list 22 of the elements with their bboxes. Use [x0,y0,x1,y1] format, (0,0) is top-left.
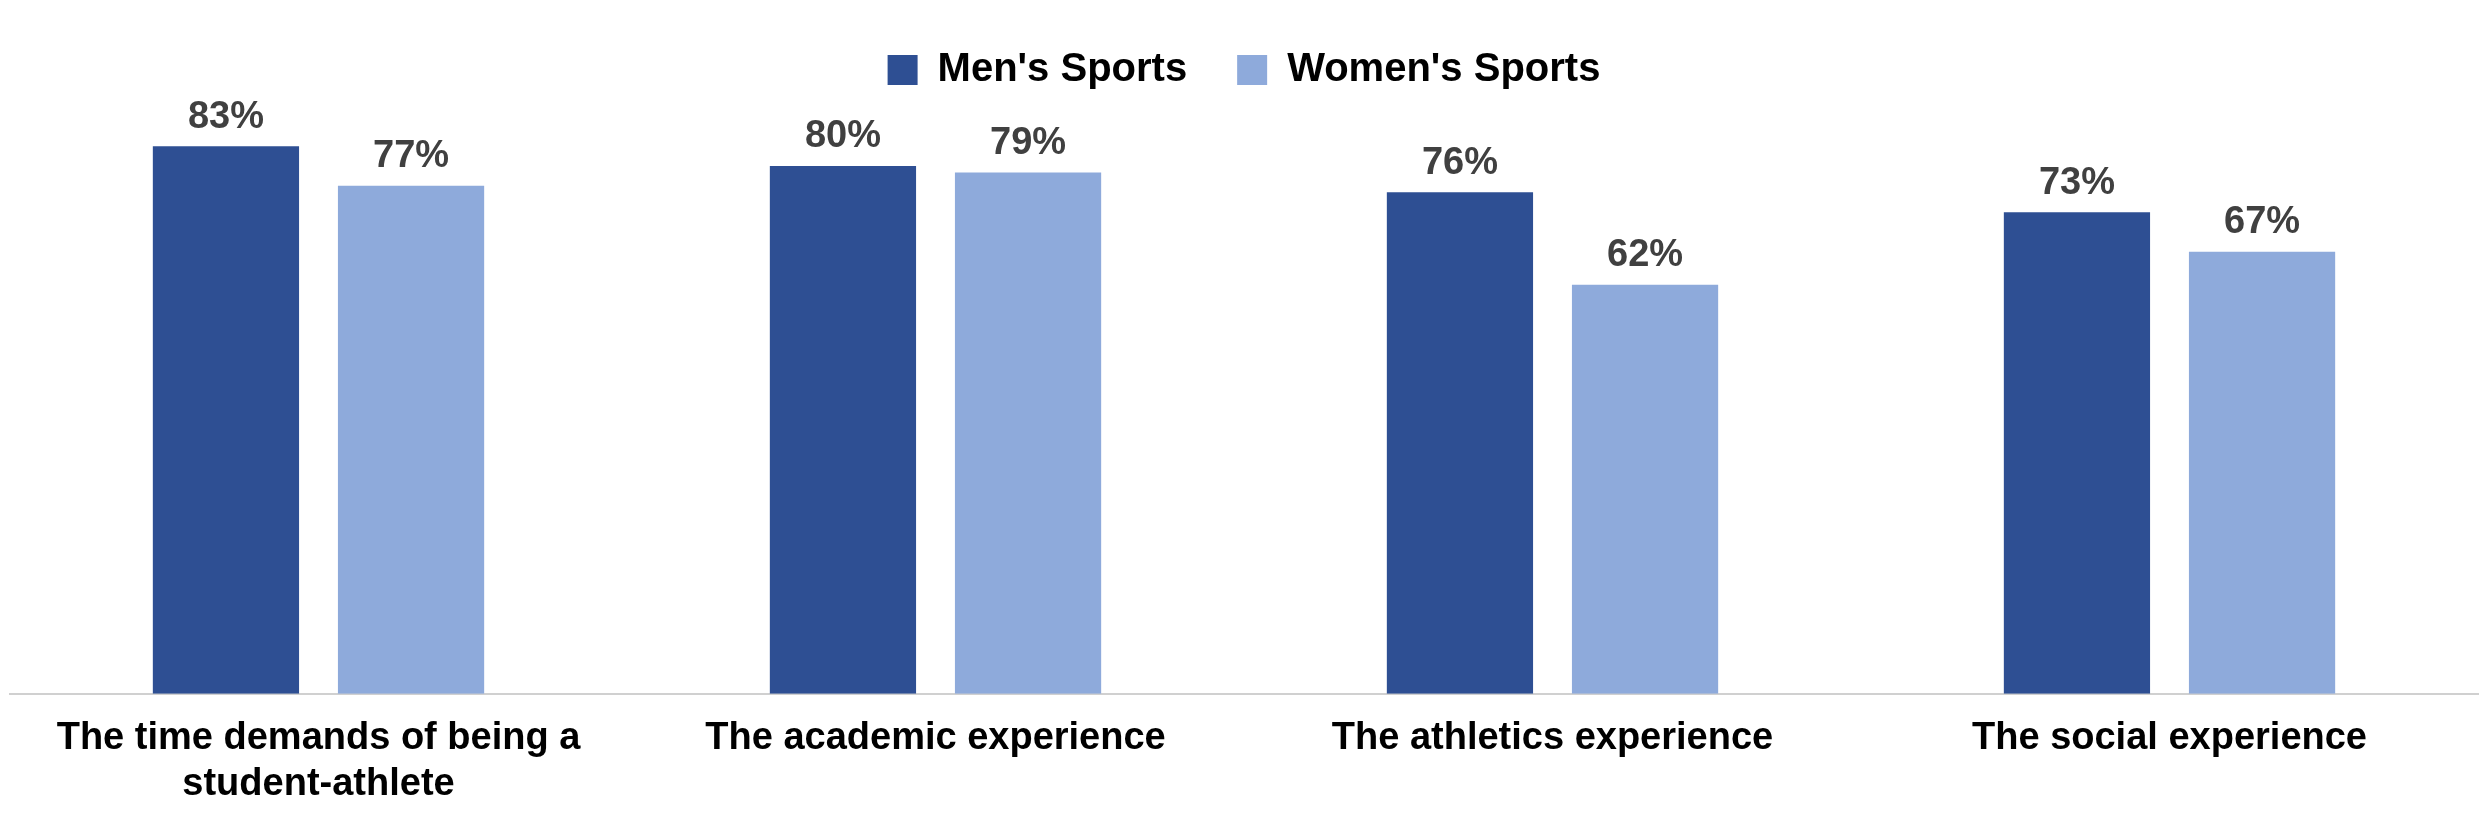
bar [152,146,300,694]
bar [954,172,1102,694]
data-label: 67% [2224,199,2301,242]
x-tick-label: The academic experience [705,715,1166,758]
bar [769,165,917,694]
bar [2188,251,2336,694]
data-label: 76% [1421,139,1498,182]
data-label: 83% [187,93,264,136]
data-label: 79% [990,120,1067,163]
bar [1571,284,1719,694]
x-tick-label: The athletics experience [1331,715,1774,758]
data-label: 80% [804,113,881,156]
data-label: 77% [373,133,450,176]
data-label: 73% [2038,159,2115,202]
legend-label: Women's Sports [1287,45,1601,90]
legend-label: Men's Sports [937,45,1188,90]
bar [1386,192,1534,694]
x-tick-label: The time demands of being a student-athlete [56,715,582,803]
data-label: 62% [1607,232,1684,275]
bar [2003,212,2151,694]
bar [337,185,485,694]
x-tick-label: The social experience [1972,715,2367,758]
